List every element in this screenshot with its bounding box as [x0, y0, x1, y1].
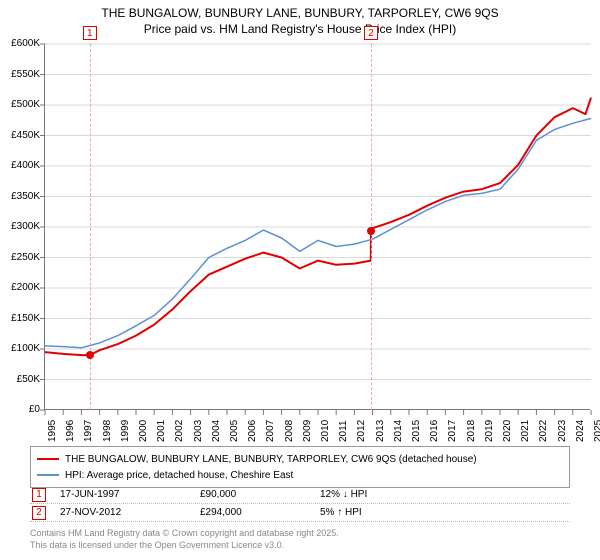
sale-marker-dot [86, 351, 94, 359]
x-tick-label: 2013 [375, 420, 386, 442]
y-tick-label: £150K [0, 313, 40, 324]
legend-item: HPI: Average price, detached house, Ches… [37, 467, 563, 483]
sale-badge: 1 [32, 488, 46, 502]
plot-area: 12 [44, 44, 590, 410]
x-tick-label: 2025 [593, 420, 600, 442]
x-tick-label: 2014 [393, 420, 404, 442]
sale-price: £90,000 [200, 489, 320, 500]
x-tick-label: 2004 [211, 420, 222, 442]
y-tick-label: £0 [0, 404, 40, 415]
legend-swatch [37, 474, 59, 476]
y-tick-label: £300K [0, 221, 40, 232]
sale-delta: 5% ↑ HPI [320, 507, 440, 518]
sale-price: £294,000 [200, 507, 320, 518]
y-tick-label: £400K [0, 160, 40, 171]
x-tick-label: 2024 [575, 420, 586, 442]
sales-table: 1 17-JUN-1997£90,00012% ↓ HPI 2 27-NOV-2012… [30, 486, 570, 522]
sale-delta: 12% ↓ HPI [320, 489, 440, 500]
x-tick-label: 2016 [429, 420, 440, 442]
x-tick-label: 2001 [156, 420, 167, 442]
y-tick-label: £500K [0, 99, 40, 110]
sale-callout: 2 [364, 26, 378, 40]
y-tick-label: £200K [0, 282, 40, 293]
x-tick-label: 2022 [538, 420, 549, 442]
sale-marker-dot [367, 227, 375, 235]
x-tick-label: 2018 [466, 420, 477, 442]
x-tick-label: 2015 [411, 420, 422, 442]
x-tick-label: 2010 [320, 420, 331, 442]
x-tick-label: 1997 [83, 420, 94, 442]
legend-swatch [37, 458, 59, 460]
x-tick-label: 2005 [229, 420, 240, 442]
footer-line-1: Contains HM Land Registry data © Crown c… [30, 528, 570, 540]
legend-label: HPI: Average price, detached house, Ches… [65, 470, 293, 481]
y-tick-label: £100K [0, 343, 40, 354]
x-tick-label: 2008 [284, 420, 295, 442]
chart-area: 12 £0 £50K £100K £150K £200K £250K £300K £350K £… [0, 40, 600, 440]
y-tick-label: £250K [0, 252, 40, 263]
legend-item: THE BUNGALOW, BUNBURY LANE, BUNBURY, TAR… [37, 451, 563, 467]
x-tick-label: 2000 [138, 420, 149, 442]
y-tick-label: £50K [0, 374, 40, 385]
y-tick-label: £550K [0, 69, 40, 80]
footer-attribution: Contains HM Land Registry data © Crown c… [30, 528, 570, 551]
x-tick-label: 2003 [193, 420, 204, 442]
y-tick-label: £350K [0, 191, 40, 202]
legend: THE BUNGALOW, BUNBURY LANE, BUNBURY, TAR… [30, 446, 570, 488]
sale-row: 1 17-JUN-1997£90,00012% ↓ HPI [30, 486, 570, 504]
legend-label: THE BUNGALOW, BUNBURY LANE, BUNBURY, TAR… [65, 454, 477, 465]
x-tick-label: 1999 [120, 420, 131, 442]
x-tick-label: 2002 [174, 420, 185, 442]
x-tick-label: 1995 [47, 420, 58, 442]
x-tick-label: 2009 [302, 420, 313, 442]
x-tick-label: 2023 [557, 420, 568, 442]
chart-title: THE BUNGALOW, BUNBURY LANE, BUNBURY, TAR… [0, 0, 600, 20]
sale-badge: 2 [32, 506, 46, 520]
x-tick-label: 1996 [65, 420, 76, 442]
x-tick-label: 2006 [247, 420, 258, 442]
sale-date: 27-NOV-2012 [60, 507, 200, 518]
x-tick-label: 2007 [265, 420, 276, 442]
sale-row: 2 27-NOV-2012£294,0005% ↑ HPI [30, 504, 570, 522]
x-tick-label: 2019 [484, 420, 495, 442]
x-tick-label: 1998 [102, 420, 113, 442]
x-tick-label: 2020 [502, 420, 513, 442]
y-tick-label: £450K [0, 130, 40, 141]
x-tick-label: 2017 [447, 420, 458, 442]
footer-line-2: This data is licensed under the Open Gov… [30, 540, 570, 552]
y-tick-label: £600K [0, 38, 40, 49]
x-tick-label: 2021 [520, 420, 531, 442]
x-tick-label: 2011 [338, 420, 349, 442]
sale-callout: 1 [83, 26, 97, 40]
x-tick-label: 2012 [356, 420, 367, 442]
sale-date: 17-JUN-1997 [60, 489, 200, 500]
